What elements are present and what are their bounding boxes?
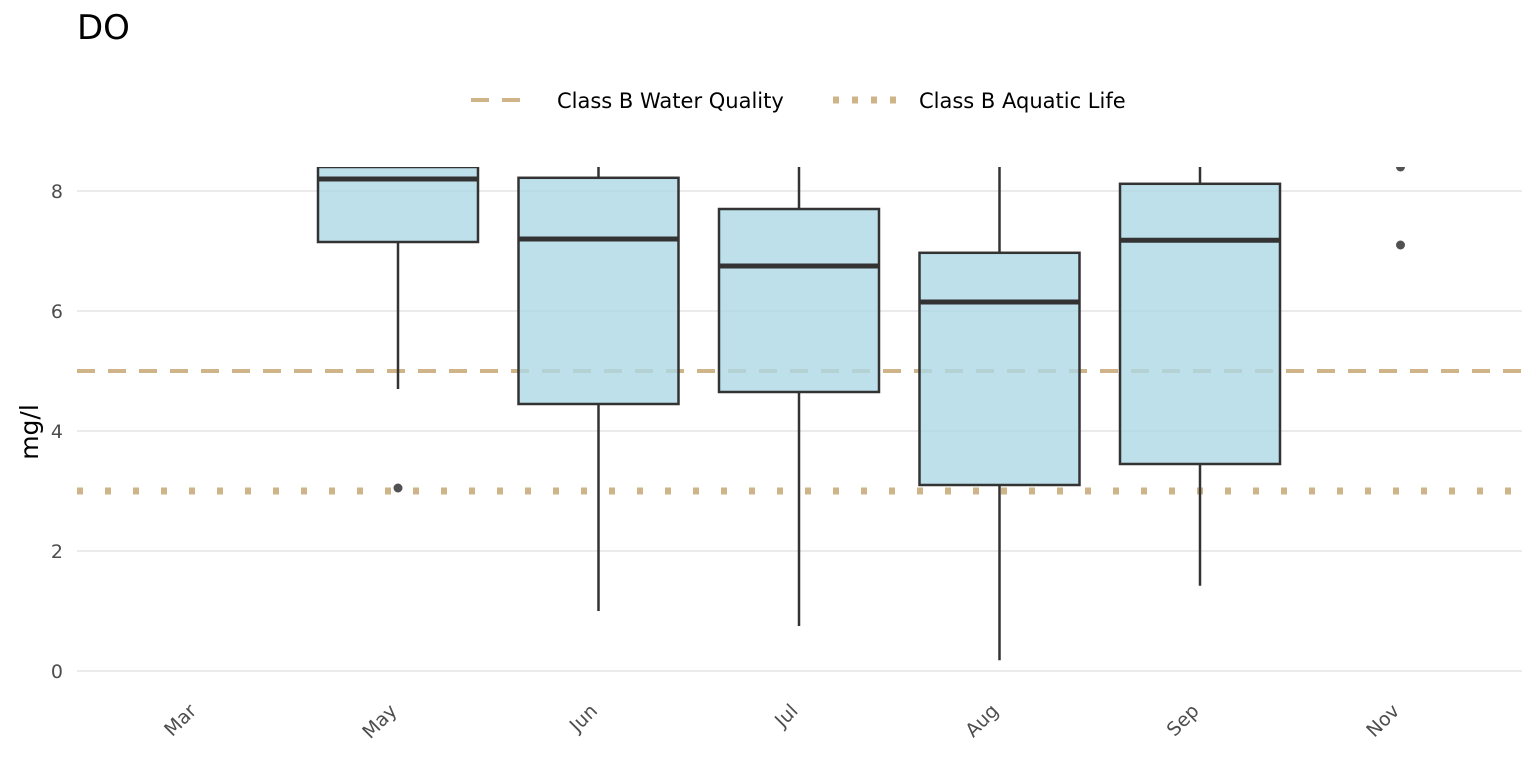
y-axis-ticks: 0 2 4 6 8 [51,181,63,683]
legend: Class B Water Quality Class B Aquatic Lif… [471,89,1126,113]
y-tick-label: 4 [51,421,63,443]
legend-label: Class B Water Quality [557,89,784,113]
x-tick-label: Aug [961,700,1003,742]
box-jul [717,167,881,626]
outlier-point [393,483,403,493]
box-sep [1118,167,1282,586]
chart-title: DO [77,8,130,48]
box-body [918,251,1081,487]
x-tick-label: Sep [1163,700,1204,741]
y-tick-label: 0 [51,661,63,683]
box-body [517,176,680,406]
x-tick-label: Mar [160,700,201,741]
box-body [1118,182,1282,466]
box-nov [1396,167,1405,250]
outlier-point [1396,240,1405,250]
x-tick-label: Jul [770,700,802,732]
x-tick-label: Nov [1362,700,1404,742]
boxes-layer [316,167,1405,661]
x-tick-label: Jun [565,700,602,737]
y-axis-label: mg/l [15,404,44,460]
box-aug [918,167,1081,661]
x-tick-label: May [358,700,401,743]
box-body [717,207,881,394]
box-may [316,167,480,493]
y-tick-label: 6 [51,301,63,323]
outlier-point [1396,167,1405,172]
y-tick-label: 2 [51,541,63,563]
legend-label: Class B Aquatic Life [919,89,1126,113]
y-tick-label: 8 [51,181,63,203]
box-jun [517,167,680,611]
x-axis-ticks: Mar May Jun Jul Aug Sep Nov [160,700,1404,743]
